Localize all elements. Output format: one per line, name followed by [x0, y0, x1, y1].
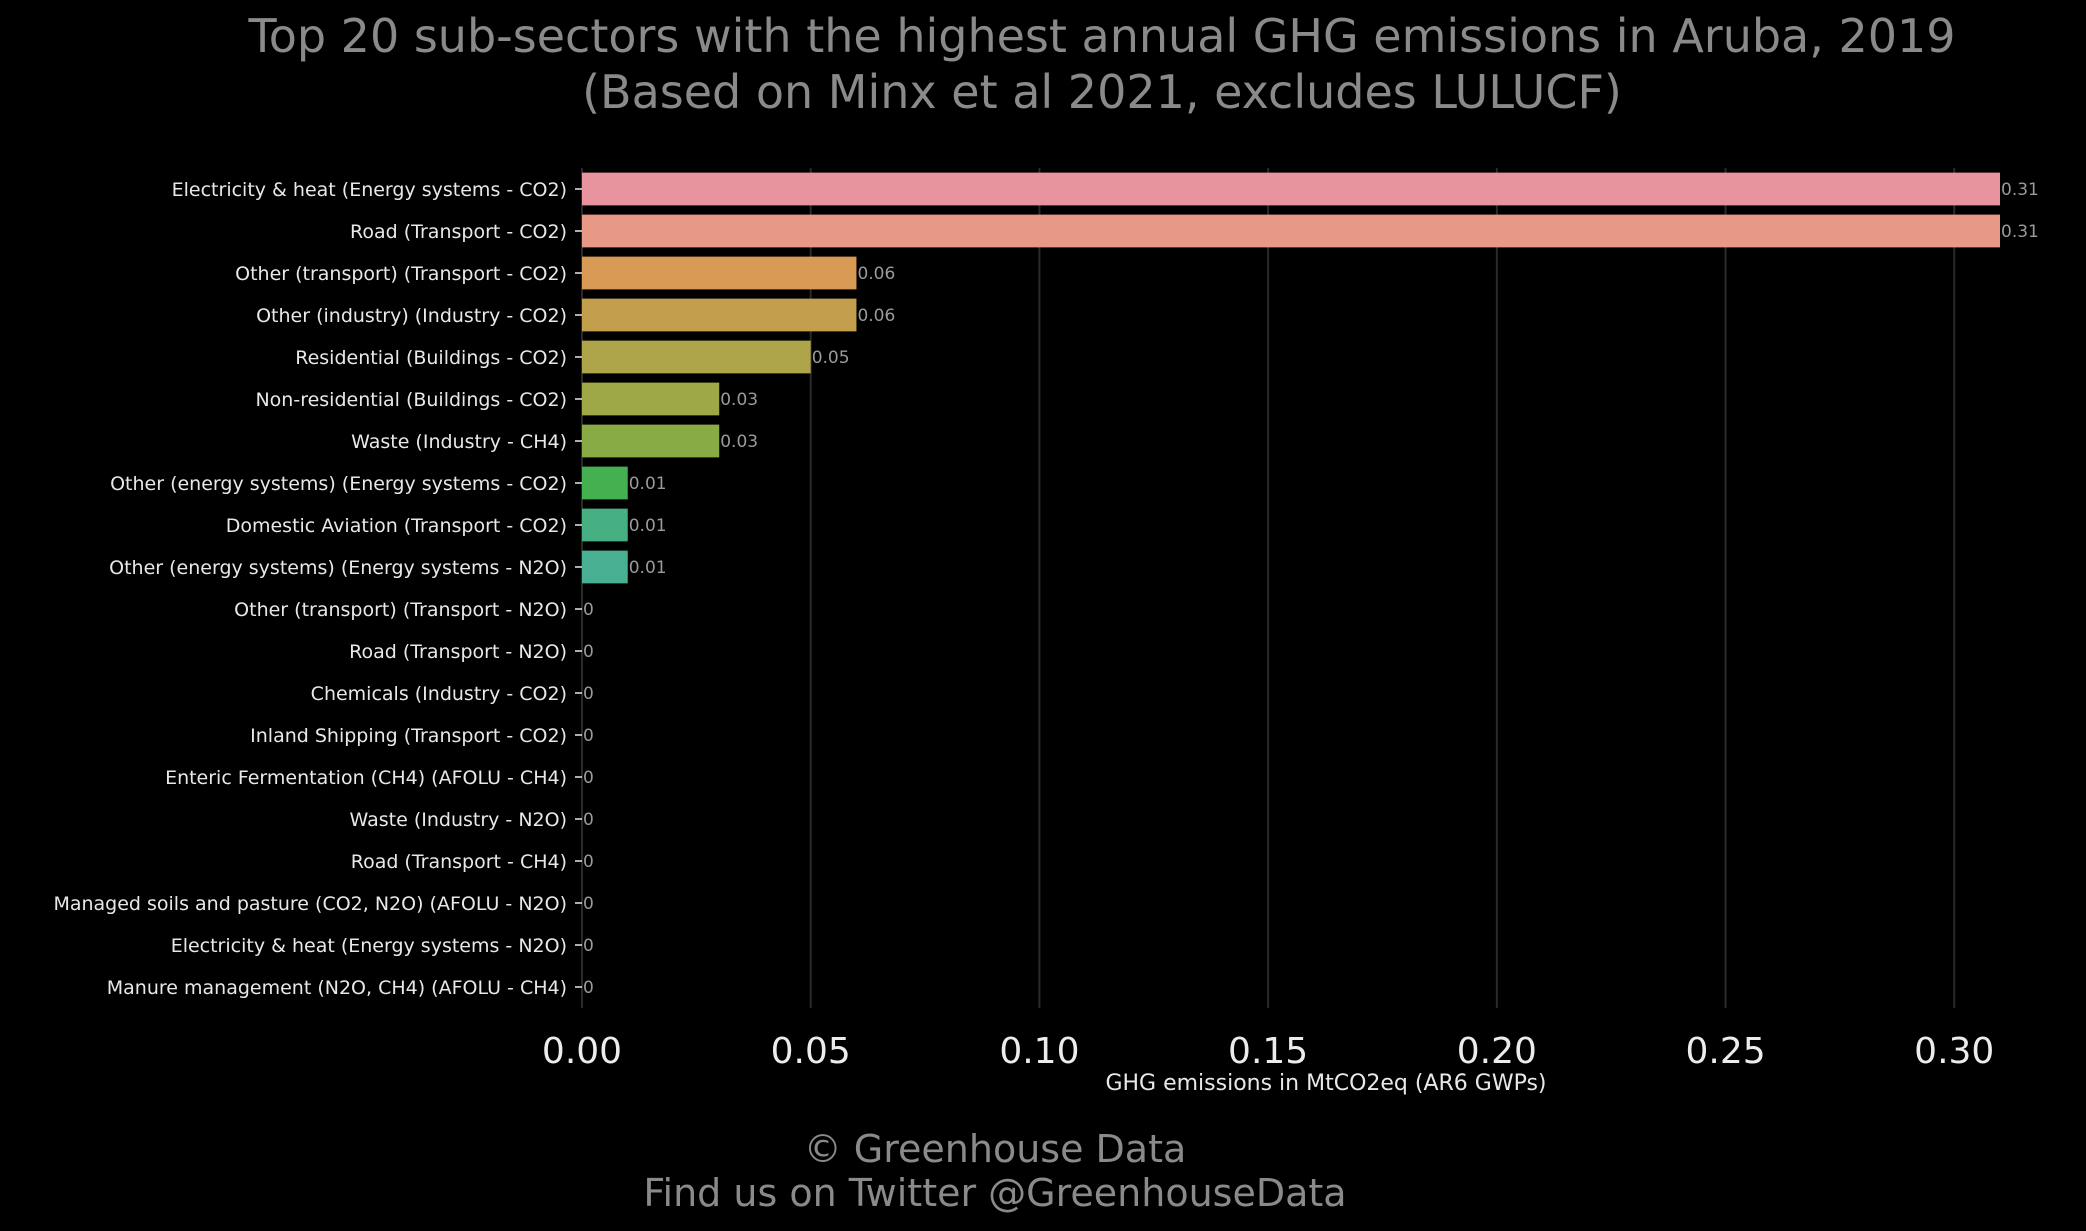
category-label: Waste (Industry - N2O)	[350, 809, 567, 831]
value-label: 0	[583, 978, 594, 998]
category-label: Other (energy systems) (Energy systems -…	[109, 557, 567, 579]
value-label: 0	[583, 852, 594, 872]
value-label: 0.03	[720, 390, 758, 410]
category-label: Road (Transport - CH4)	[351, 851, 567, 873]
category-label: Residential (Buildings - CO2)	[295, 347, 567, 369]
bars	[582, 172, 2000, 584]
value-label: 0.03	[720, 432, 758, 452]
category-labels: Electricity & heat (Energy systems - CO2…	[53, 179, 582, 999]
chart-subtitle: (Based on Minx et al 2021, excludes LULU…	[582, 65, 1622, 119]
category-label: Chemicals (Industry - CO2)	[311, 683, 567, 705]
chart-title: Top 20 sub-sectors with the highest annu…	[247, 9, 1955, 63]
bar	[582, 466, 628, 500]
category-label: Manure management (N2O, CH4) (AFOLU - CH…	[107, 977, 567, 999]
value-label: 0.06	[857, 264, 895, 284]
bar	[582, 214, 2000, 248]
footer-twitter: Find us on Twitter @GreenhouseData	[643, 1171, 1346, 1215]
gridlines	[581, 168, 1956, 1008]
bar	[582, 550, 628, 584]
x-tick-label: 0.30	[1914, 1031, 1994, 1072]
category-label: Other (transport) (Transport - N2O)	[234, 599, 567, 621]
value-label: 0	[583, 768, 594, 788]
x-axis-title: GHG emissions in MtCO2eq (AR6 GWPs)	[1105, 1071, 1546, 1096]
x-tick-label: 0.25	[1685, 1031, 1765, 1072]
bar	[582, 340, 811, 374]
value-label: 0.06	[857, 306, 895, 326]
value-label: 0.31	[2001, 222, 2039, 242]
category-label: Waste (Industry - CH4)	[351, 431, 567, 453]
x-tick-label: 0.00	[542, 1031, 622, 1072]
bar	[582, 382, 720, 416]
value-label: 0	[583, 936, 594, 956]
bar	[582, 256, 857, 290]
category-label: Managed soils and pasture (CO2, N2O) (AF…	[53, 893, 567, 915]
value-label: 0.01	[629, 474, 667, 494]
value-label: 0	[583, 684, 594, 704]
category-label: Inland Shipping (Transport - CO2)	[250, 725, 567, 747]
value-label: 0.05	[812, 348, 850, 368]
value-label: 0	[583, 810, 594, 830]
bar	[582, 172, 2000, 206]
category-label: Other (industry) (Industry - CO2)	[256, 305, 567, 327]
footer-copyright: © Greenhouse Data	[804, 1127, 1187, 1171]
x-axis-ticks: 0.00 0.05 0.10 0.15 0.20 0.25 0.30	[542, 1031, 1994, 1072]
value-label: 0.31	[2001, 180, 2039, 200]
value-label: 0	[583, 600, 594, 620]
bar	[582, 508, 628, 542]
category-label: Non-residential (Buildings - CO2)	[255, 389, 567, 411]
x-tick-label: 0.20	[1457, 1031, 1537, 1072]
value-label: 0	[583, 894, 594, 914]
x-tick-label: 0.15	[1228, 1031, 1308, 1072]
bar	[582, 424, 720, 458]
x-tick-label: 0.05	[771, 1031, 851, 1072]
category-label: Road (Transport - CO2)	[350, 221, 567, 243]
value-label: 0	[583, 642, 594, 662]
value-label: 0	[583, 726, 594, 746]
category-label: Other (energy systems) (Energy systems -…	[110, 473, 567, 495]
category-label: Domestic Aviation (Transport - CO2)	[226, 515, 567, 537]
category-label: Electricity & heat (Energy systems - CO2…	[172, 179, 567, 201]
value-labels: 0.31 0.31 0.06 0.06 0.05 0.03 0.03 0.01 0.01 0.01…	[583, 180, 2039, 998]
bar	[582, 298, 857, 332]
category-label: Enteric Fermentation (CH4) (AFOLU - CH4)	[165, 767, 567, 789]
x-tick-label: 0.10	[999, 1031, 1079, 1072]
category-label: Other (transport) (Transport - CO2)	[235, 263, 567, 285]
value-label: 0.01	[629, 516, 667, 536]
category-label: Electricity & heat (Energy systems - N2O…	[171, 935, 567, 957]
value-label: 0.01	[629, 558, 667, 578]
category-label: Road (Transport - N2O)	[349, 641, 567, 663]
